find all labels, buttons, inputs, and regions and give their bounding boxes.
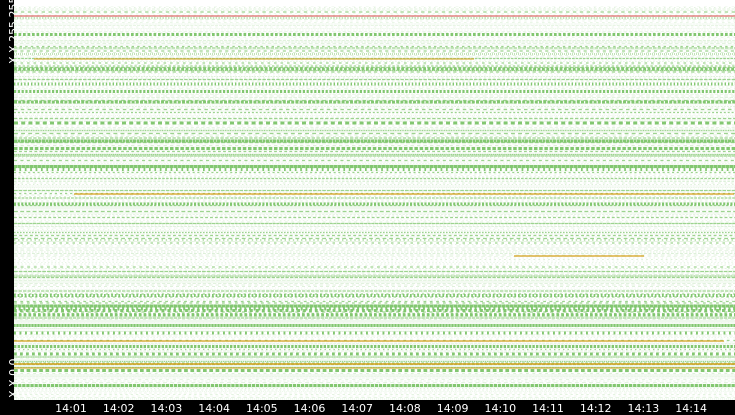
x-tick-label: 14:13 bbox=[627, 402, 660, 415]
x-tick-label: 14:10 bbox=[484, 402, 517, 415]
y-axis-bar: X.X.255.255 X.X.0.0 bbox=[0, 0, 20, 415]
x-tick-label: 14:09 bbox=[436, 402, 469, 415]
x-tick-label: 14:11 bbox=[532, 402, 564, 415]
x-tick-label: 14:04 bbox=[198, 402, 230, 415]
x-tick-label: 14:06 bbox=[293, 402, 326, 415]
x-tick-label: 14:02 bbox=[102, 402, 135, 415]
x-tick-label: 14:08 bbox=[389, 402, 421, 415]
x-tick-label: 14:14 bbox=[675, 402, 707, 415]
x-tick-label: 14:03 bbox=[150, 402, 183, 415]
x-tick-label: 14:05 bbox=[245, 402, 278, 415]
x-axis-bar: 14:01 14:02 14:03 14:04 14:05 14:06 14:07 14:08… bbox=[0, 400, 735, 415]
ip-time-heatmap bbox=[14, 6, 735, 400]
x-tick-label: 14:01 bbox=[55, 402, 87, 415]
x-tick-label: 14:07 bbox=[341, 402, 374, 415]
x-tick-label: 14:12 bbox=[579, 402, 612, 415]
